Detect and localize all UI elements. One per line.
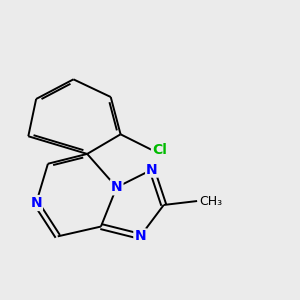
- Text: N: N: [30, 196, 42, 210]
- Text: N: N: [111, 180, 122, 194]
- Text: CH₃: CH₃: [199, 194, 222, 208]
- Text: Cl: Cl: [152, 143, 167, 157]
- Text: N: N: [134, 230, 146, 243]
- Text: N: N: [146, 163, 158, 177]
